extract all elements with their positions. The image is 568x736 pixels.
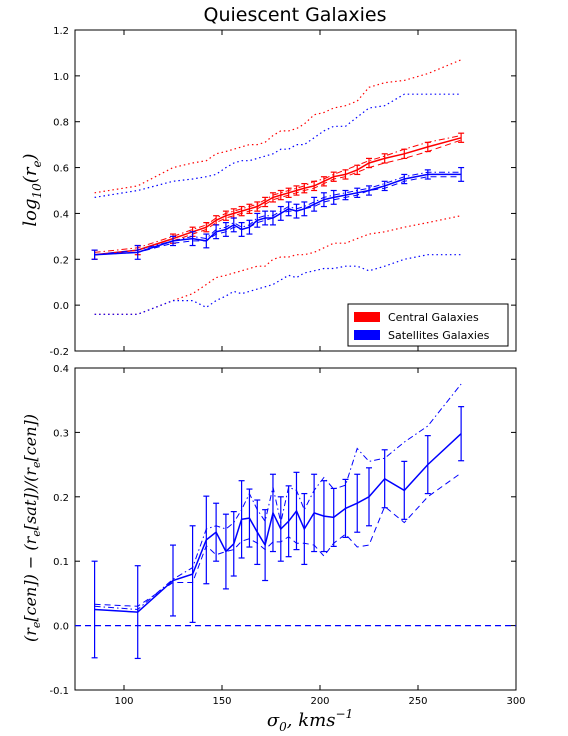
- y-tick-label: -0.1: [49, 686, 69, 697]
- median-line: [94, 433, 462, 613]
- dashed-line: [94, 139, 462, 256]
- dashdot-line: [94, 135, 462, 253]
- y-tick-label: -0.2: [49, 347, 69, 358]
- svg-text:(re[cen]) − (re[sat])/(re[cen]: (re[cen]) − (re[sat])/(re[cen]): [21, 414, 43, 642]
- x-tick-label: 250: [408, 696, 427, 707]
- x-tick-label: 150: [212, 696, 231, 707]
- bottom-ylabel: (re[cen]) − (re[sat])/(re[cen]): [21, 414, 43, 642]
- y-tick-label: 0.0: [53, 622, 69, 633]
- plot-frame: [74, 367, 517, 691]
- upper-dotted-line: [94, 59, 462, 194]
- lower-dotted-line: [94, 215, 462, 315]
- y-tick-label: 1.0: [53, 72, 69, 83]
- top-panel: -0.2 0.0 0.2 0.4 0.6 0.8 1.0 1.2 Central Galaxie…: [49, 26, 517, 358]
- svg-text:σ0, kms−1: σ0, kms−1: [267, 707, 353, 734]
- y-tick-label: 0.0: [53, 301, 69, 312]
- y-tick-label: 0.6: [53, 164, 69, 175]
- y-tick-label: 0.2: [53, 255, 69, 266]
- legend-box: [347, 303, 509, 347]
- legend-label: Central Galaxies: [388, 311, 479, 324]
- y-tick-label: 0.2: [53, 493, 69, 504]
- x-tick-label: 300: [506, 696, 525, 707]
- dashed-line: [94, 472, 462, 607]
- plot-frame: [74, 29, 517, 352]
- top-ylabel: log10(re): [20, 153, 44, 226]
- upper-dotted-line: [94, 93, 462, 198]
- y-tick-label: 0.4: [53, 364, 69, 375]
- y-tick-label: 1.2: [53, 26, 69, 37]
- median-line: [94, 173, 462, 256]
- x-tick-label: 200: [310, 696, 329, 707]
- y-tick-label: 0.8: [53, 118, 69, 129]
- x-axis-label: σ0, kms−1: [267, 707, 353, 734]
- dashdot-line: [94, 171, 462, 256]
- median-line: [94, 137, 462, 256]
- x-tick-label: 100: [114, 696, 133, 707]
- y-tick-label: 0.3: [53, 428, 69, 439]
- svg-text:log10(re): log10(re): [20, 153, 44, 226]
- y-tick-label: 0.1: [53, 557, 69, 568]
- bottom-panel: -0.1 0.0 0.1 0.2 0.3 0.4 100 150 200 250 300: [49, 364, 525, 707]
- chart-title: Quiescent Galaxies: [203, 4, 387, 26]
- legend-label: Satellites Galaxies: [388, 329, 490, 342]
- legend-swatch: [354, 330, 380, 340]
- y-tick-label: 0.4: [53, 209, 69, 220]
- legend-swatch: [354, 312, 380, 322]
